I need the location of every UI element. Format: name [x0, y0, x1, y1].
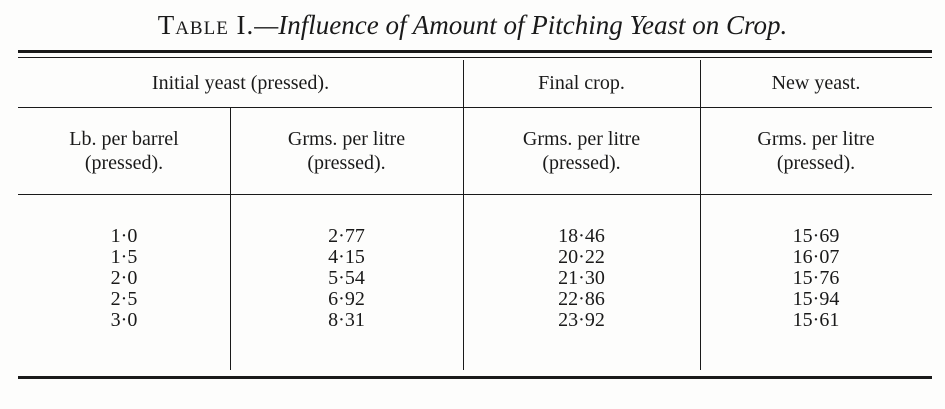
- table-cell: 15·94: [792, 288, 840, 310]
- header-rule: [18, 107, 932, 108]
- group-header: New yeast.: [771, 72, 861, 94]
- table-cell: 15·76: [792, 267, 840, 289]
- table-cell: 8·31: [328, 309, 365, 331]
- top-rule-thin: [18, 57, 932, 58]
- table-cell: 15·61: [792, 309, 840, 331]
- table-label: Table I.: [157, 10, 255, 40]
- column-header: Grms. per litre: [522, 128, 641, 150]
- top-rule: [18, 50, 932, 53]
- table-cell: 16·07: [792, 246, 840, 268]
- table-cell: 23·92: [558, 309, 605, 331]
- column-rule: [700, 60, 701, 370]
- table-cell: 6·92: [328, 288, 365, 310]
- group-header: Initial yeast (pressed).: [151, 72, 330, 94]
- group-header: Final crop.: [538, 72, 625, 94]
- table-title: Table I.—Influence of Amount of Pitching…: [0, 10, 945, 41]
- column-header: (pressed).: [84, 152, 164, 174]
- column-header: (pressed).: [542, 152, 621, 174]
- column-rule: [230, 108, 231, 370]
- table-cell: 22·86: [558, 288, 605, 310]
- subheader-rule: [18, 194, 932, 195]
- table-cell: 3·0: [110, 309, 138, 331]
- table-cell: 18·46: [558, 225, 605, 247]
- table-cell: 1·0: [110, 225, 138, 247]
- table-caption: —Influence of Amount of Pitching Yeast o…: [254, 10, 788, 40]
- column-rule: [463, 60, 464, 370]
- column-header: (pressed).: [307, 152, 386, 174]
- table-cell: 2·77: [328, 225, 365, 247]
- table-cell: 20·22: [558, 246, 605, 268]
- table-cell: 2·0: [110, 267, 138, 289]
- column-header: (pressed).: [776, 152, 856, 174]
- column-header: Lb. per barrel: [69, 128, 179, 150]
- table-cell: 5·54: [328, 267, 365, 289]
- column-header: Grms. per litre: [287, 128, 406, 150]
- table-cell: 1·5: [110, 246, 138, 268]
- table-cell: 15·69: [792, 225, 840, 247]
- table-cell: 4·15: [328, 246, 365, 268]
- column-header: Grms. per litre: [757, 128, 875, 150]
- table-cell: 21·30: [558, 267, 605, 289]
- bottom-rule: [18, 376, 932, 379]
- table-cell: 2·5: [110, 288, 138, 310]
